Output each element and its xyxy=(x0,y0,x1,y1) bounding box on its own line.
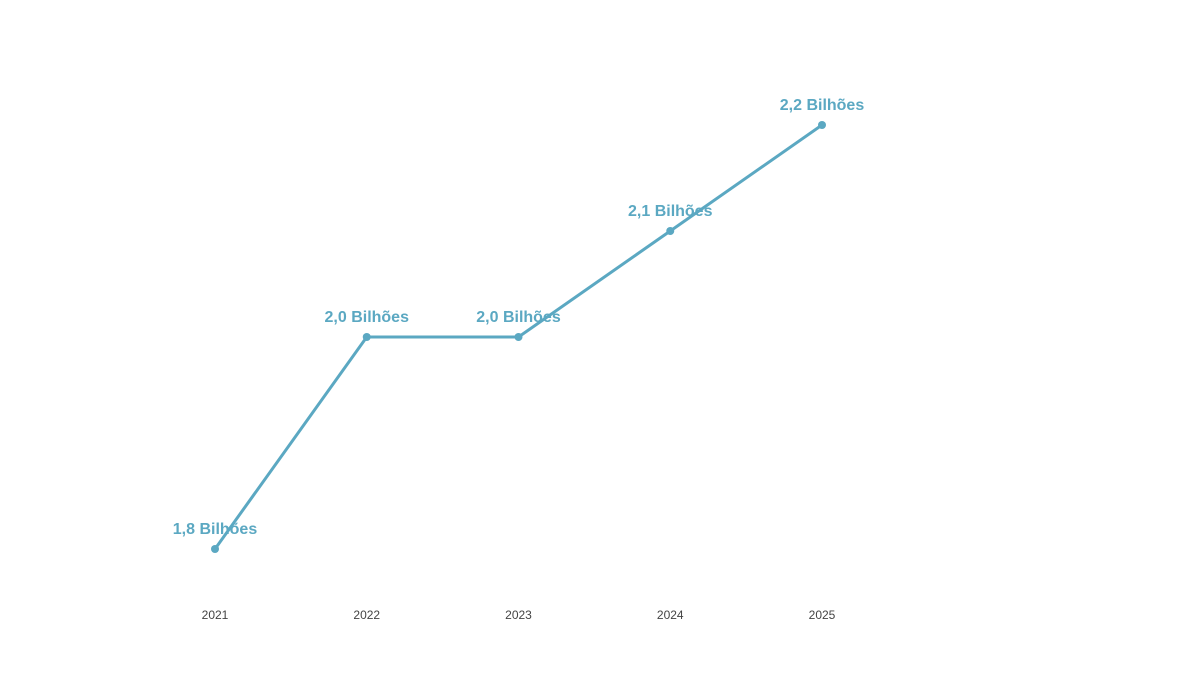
value-label: 1,8 Bilhões xyxy=(173,521,258,538)
point xyxy=(362,333,371,341)
value-label: 2,1 Bilhões xyxy=(628,203,713,220)
x-tick-label: 2025 xyxy=(809,608,836,622)
x-tick-label: 2024 xyxy=(657,608,684,622)
value-label: 2,0 Bilhões xyxy=(476,309,561,326)
point xyxy=(514,333,523,341)
x-tick-label: 2021 xyxy=(202,608,229,622)
x-tick-label: 2022 xyxy=(353,608,380,622)
point xyxy=(666,227,675,235)
point xyxy=(818,121,826,129)
x-tick-label: 2023 xyxy=(505,608,532,622)
point xyxy=(211,545,219,553)
value-label: 2,0 Bilhões xyxy=(325,309,410,326)
value-label: 2,2 Bilhões xyxy=(780,97,865,114)
